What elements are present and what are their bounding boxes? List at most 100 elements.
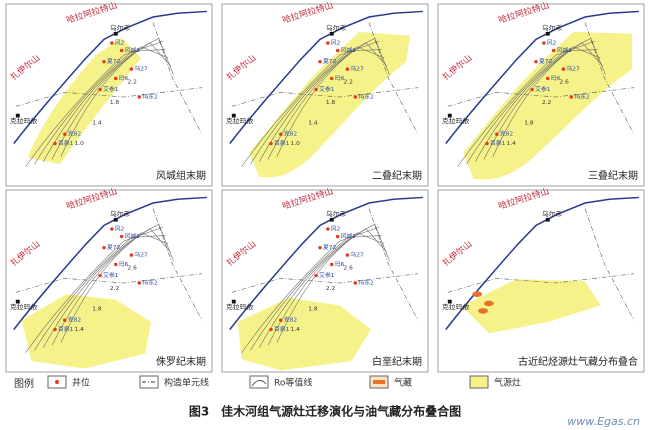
ro-contour (25, 226, 163, 353)
town-marker (113, 217, 118, 222)
well-marker (326, 41, 330, 45)
gas-reservoir (478, 308, 488, 314)
well-label: 风城1 (341, 233, 357, 240)
ro-contour (276, 38, 390, 157)
tectonic-line (368, 22, 419, 135)
contour-label: 1.4 (291, 327, 301, 333)
legend-title: 图例 (14, 377, 34, 390)
well-label: 克82 (284, 131, 298, 138)
ro-contour (60, 224, 174, 343)
town-marker (15, 299, 20, 304)
well-label: 克82 (68, 131, 82, 138)
tectonic-line (447, 87, 635, 107)
well-marker (63, 318, 67, 322)
town-label: 克拉玛依 (10, 302, 38, 311)
well-label: 夏72 (539, 58, 553, 65)
ro-contour (34, 49, 166, 165)
town-marker (447, 113, 452, 118)
well-marker (110, 227, 114, 231)
tectonic-line (447, 273, 635, 293)
well-label: 乌27 (134, 65, 148, 73)
gas-reservoir (472, 291, 483, 297)
well-label: 艾参1 (319, 271, 335, 279)
contour-label: 2.6 (128, 266, 138, 272)
well-marker (551, 48, 556, 53)
well-marker (545, 76, 550, 81)
well-marker (279, 318, 283, 322)
legend-label: Ro等值线 (274, 377, 312, 389)
well-label: 玛东2 (358, 93, 374, 101)
well-marker (113, 262, 118, 267)
town-label: 乌尔禾 (542, 23, 563, 32)
panel-caption: 古近纪烃源灶气藏分布叠合 (518, 355, 638, 368)
well-marker (335, 234, 340, 239)
well-marker (569, 95, 574, 99)
well-label: 风城1 (557, 47, 573, 54)
mountain-front (229, 10, 423, 144)
town-label: 克拉玛依 (10, 116, 38, 125)
legend-symbol (373, 380, 385, 384)
well-marker (137, 281, 142, 285)
well-marker (314, 273, 318, 278)
tectonic-line (15, 273, 203, 293)
well-label: 风2 (331, 226, 341, 233)
ro-contour (466, 49, 598, 165)
well-marker (353, 281, 358, 285)
tectonic-line (152, 208, 203, 321)
well-label: 玛东2 (142, 279, 158, 287)
well-label: 百泉1 (274, 325, 290, 333)
panel-caption: 风城组末期 (156, 169, 206, 182)
tectonic-line (584, 22, 635, 135)
contour-label: 2.2 (326, 286, 336, 292)
mountain-front (445, 196, 639, 330)
well-label: 乌27 (566, 65, 580, 73)
gas-source-kitchen (249, 31, 411, 178)
well-marker (98, 273, 102, 278)
legend-label: 井位 (72, 377, 90, 389)
well-marker (345, 253, 350, 257)
well-marker (98, 87, 102, 92)
well-marker (102, 245, 106, 250)
well-label: 玛6 (335, 74, 345, 82)
well-label: 夏72 (107, 58, 121, 65)
well-label: 玛东2 (574, 93, 590, 101)
contour-label: 2.6 (560, 80, 570, 86)
legend: 井位 构造单元线 Ro等值线 气藏 气源灶 (47, 375, 521, 389)
ro-contour (60, 38, 174, 157)
contour-label: 1.8 (110, 100, 120, 106)
ro-contour (34, 235, 166, 351)
well-marker (113, 76, 118, 81)
contour-label: 1.8 (92, 307, 102, 313)
well-label: 百泉1 (58, 139, 74, 147)
town-label: 乌尔禾 (542, 209, 563, 218)
well-label: 夏72 (107, 244, 121, 251)
well-label: 乌27 (134, 251, 148, 259)
contour-label: 1.4 (507, 141, 517, 147)
watermark: www.Egas.cn (567, 415, 640, 428)
ro-contour (492, 38, 606, 157)
contour-label: 1.4 (75, 327, 85, 333)
legend-symbol (55, 380, 59, 384)
town-marker (329, 217, 334, 222)
well-marker (542, 41, 546, 45)
well-marker (119, 48, 124, 53)
mountain-front (13, 196, 207, 330)
legend-label: 气源灶 (494, 377, 521, 389)
well-label: 乌27 (350, 251, 364, 259)
ro-contour (241, 226, 379, 353)
legend-symbol (469, 375, 489, 389)
contour-label: 2.2 (542, 100, 552, 106)
contour-label: 1.8 (326, 100, 336, 106)
well-label: 风城1 (125, 233, 141, 240)
well-marker (53, 327, 57, 332)
gas-source-kitchen (237, 297, 371, 371)
well-label: 风2 (115, 40, 125, 47)
figure-caption: 图3 佳木河组气源灶迁移演化与油气藏分布叠合图 (189, 404, 461, 419)
well-label: 风2 (331, 40, 341, 47)
map-panel: 哈拉阿拉特山扎伊尔山克拉玛依乌尔禾风2风城1夏72乌27玛6艾参1克82百泉1玛… (221, 0, 429, 187)
legend-symbol (249, 375, 269, 389)
well-marker (129, 67, 134, 71)
panel-caption: 白垩纪末期 (372, 355, 422, 368)
well-label: 艾参1 (535, 85, 551, 93)
mountain-front (229, 196, 423, 330)
